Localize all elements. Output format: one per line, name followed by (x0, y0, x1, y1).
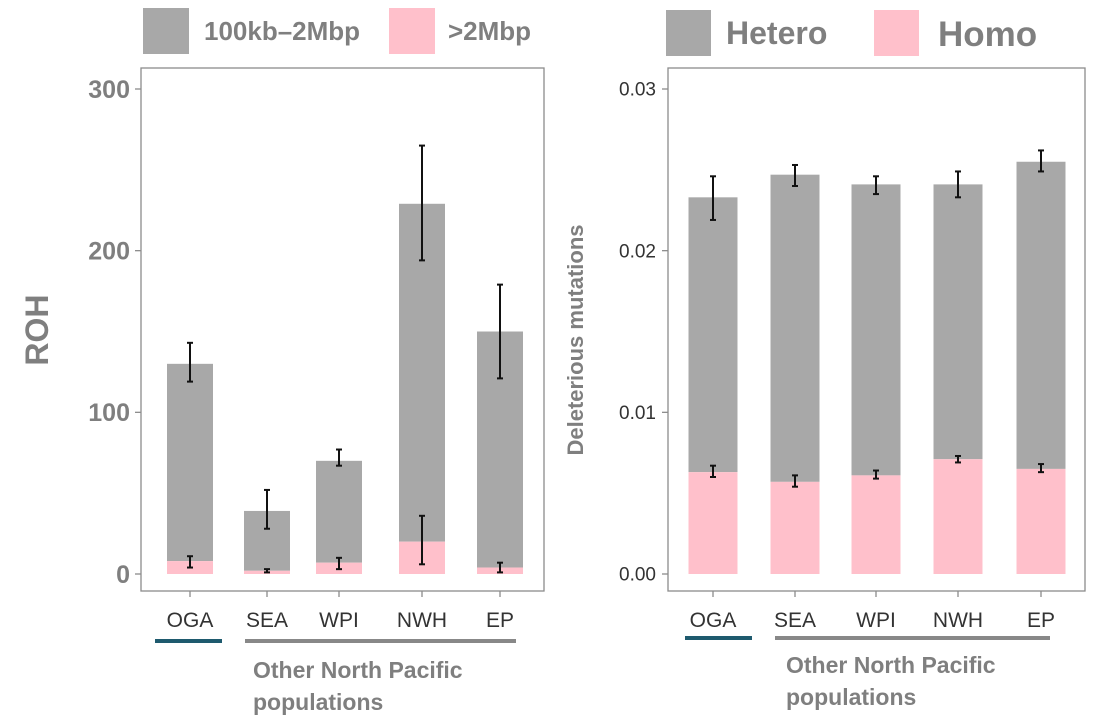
right-other-populations-line1: Other North Pacific (786, 652, 996, 678)
right-bars (688, 149, 1066, 574)
right-y-axis-label: Deleterious mutations (563, 224, 588, 455)
right-errorbar-oga-upper (710, 175, 716, 221)
right-bar-wpi-upper (851, 184, 901, 476)
left-bar-wpi-upper (316, 460, 362, 563)
right-other-populations-line2: populations (786, 684, 916, 710)
left-bar-oga-upper (167, 363, 213, 562)
right-errorbar-nwh-upper (955, 170, 961, 199)
right-errorbar-ep-upper (1038, 149, 1044, 173)
left-errorbar-sea-upper (264, 488, 270, 530)
left-legend-label-100kb-2mbp: 100kb–2Mbp (204, 16, 360, 46)
left-y-tick-label: 200 (88, 237, 130, 265)
right-legend-swatch-pink (874, 10, 919, 56)
left-errorbar-wpi-lower (336, 556, 342, 571)
left-legend: 100kb–2Mbp >2Mbp (143, 8, 531, 54)
left-errorbar-wpi-upper (336, 448, 342, 467)
right-bar-oga-upper (688, 197, 738, 473)
right-x-axis-ticks: OGA SEA WPI NWH EP (690, 591, 1055, 632)
left-errorbar-nwh-lower (419, 514, 425, 566)
right-legend-label-hetero: Hetero (726, 15, 827, 51)
left-errorbar-ep-lower (497, 561, 503, 574)
right-legend: Hetero Homo (666, 10, 1037, 56)
right-errorbar-nwh-lower (955, 454, 961, 464)
left-errorbar-sea-lower (264, 568, 270, 574)
left-other-populations-line1: Other North Pacific (253, 657, 463, 683)
left-x-tick-label-ep: EP (486, 609, 514, 632)
right-bar-sea-lower (770, 481, 820, 574)
left-errorbar-nwh-upper (419, 144, 425, 262)
left-errorbar-oga-upper (187, 341, 193, 383)
left-legend-label-gt2mbp: >2Mbp (448, 16, 531, 46)
left-x-tick-label-wpi: WPI (319, 609, 359, 632)
left-x-tick-label-sea: SEA (246, 609, 288, 632)
left-errorbar-ep-upper (497, 283, 503, 380)
left-x-tick-label-oga: OGA (167, 609, 214, 632)
left-other-populations-line2: populations (253, 689, 383, 715)
right-y-axis-ticks: 0.00 0.01 0.02 0.03 (619, 80, 668, 586)
right-x-tick-label-wpi: WPI (856, 609, 896, 632)
right-x-tick-label-nwh: NWH (933, 609, 983, 632)
right-errorbar-ep-lower (1038, 463, 1044, 474)
right-errorbar-wpi-upper (873, 175, 879, 196)
left-y-tick-label: 100 (88, 399, 130, 427)
right-x-tick-label-ep: EP (1027, 609, 1055, 632)
right-bar-nwh-lower (933, 459, 983, 574)
right-y-tick-label: 0.00 (619, 565, 656, 586)
right-y-tick-label: 0.03 (619, 80, 656, 101)
right-errorbar-sea-lower (792, 474, 798, 488)
right-x-tick-label-sea: SEA (774, 609, 816, 632)
left-y-tick-label: 300 (88, 76, 130, 104)
right-bar-oga-lower (688, 472, 738, 574)
right-errorbar-sea-upper (792, 163, 798, 187)
right-bar-wpi-lower (851, 475, 901, 574)
left-y-axis-ticks: 0 100 200 300 (88, 76, 141, 589)
left-y-axis-label: ROH (19, 294, 55, 365)
right-y-tick-label: 0.02 (619, 241, 656, 262)
right-legend-label-homo: Homo (938, 15, 1037, 54)
right-errorbar-wpi-lower (873, 469, 879, 480)
right-legend-swatch-gray (666, 10, 711, 56)
left-y-tick-label: 0 (116, 561, 130, 589)
right-bar-sea-upper (770, 174, 820, 482)
left-errorbar-oga-lower (187, 555, 193, 569)
left-legend-swatch-gray (143, 8, 189, 54)
right-y-tick-label: 0.01 (619, 403, 656, 424)
left-x-tick-label-nwh: NWH (397, 609, 447, 632)
right-bar-ep-lower (1016, 468, 1066, 574)
left-x-axis-ticks: OGA SEA WPI NWH EP (167, 591, 514, 632)
left-bars (167, 144, 523, 574)
left-legend-swatch-pink (389, 8, 435, 54)
right-x-tick-label-oga: OGA (690, 609, 737, 632)
right-bar-ep-upper (1016, 161, 1066, 469)
right-bar-nwh-upper (933, 184, 983, 460)
left-plot-frame (140, 67, 545, 592)
right-errorbar-oga-lower (710, 464, 716, 478)
